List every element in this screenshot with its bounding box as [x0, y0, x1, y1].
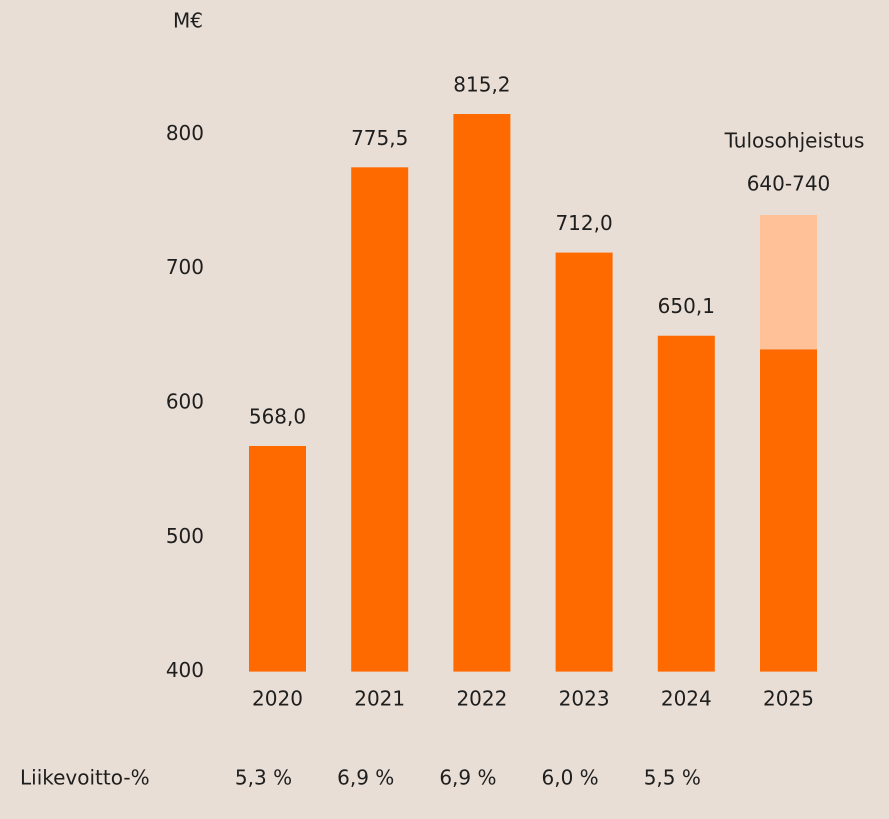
bar [555, 252, 613, 672]
x-tick-label: 2021 [354, 687, 405, 711]
y-tick-label: 500 [166, 524, 204, 548]
bar [760, 349, 817, 672]
margin-label: Liikevoitto-% [20, 766, 150, 790]
value-label: 815,2 [453, 73, 510, 97]
y-tick-label: 700 [166, 255, 204, 279]
margin-value: 6,9 % [439, 766, 496, 790]
bar [760, 214, 817, 350]
margin-value: 6,0 % [542, 766, 599, 790]
value-label: 775,5 [351, 126, 408, 150]
x-tick-label: 2022 [456, 687, 507, 711]
value-label: 568,0 [249, 404, 306, 428]
margin-value: 5,3 % [235, 766, 292, 790]
x-tick-label: 2025 [763, 687, 814, 711]
bar [657, 335, 715, 672]
y-tick-label: 800 [166, 121, 204, 145]
margin-value: 5,5 % [644, 766, 701, 790]
value-label: 712,0 [555, 211, 612, 235]
y-tick-label: 400 [166, 658, 204, 682]
y-unit: M€ [173, 9, 203, 33]
value-label: 650,1 [658, 294, 715, 318]
bar [249, 445, 306, 672]
x-tick-label: 2024 [661, 687, 712, 711]
x-tick-label: 2020 [252, 687, 303, 711]
y-tick-label: 600 [166, 390, 204, 414]
bar [453, 114, 511, 672]
guidance-title: Tulosohjeistus [724, 128, 865, 152]
guidance-range: 640-740 [747, 171, 831, 195]
margin-value: 6,9 % [337, 766, 394, 790]
bar [351, 167, 409, 672]
x-tick-label: 2023 [559, 687, 610, 711]
